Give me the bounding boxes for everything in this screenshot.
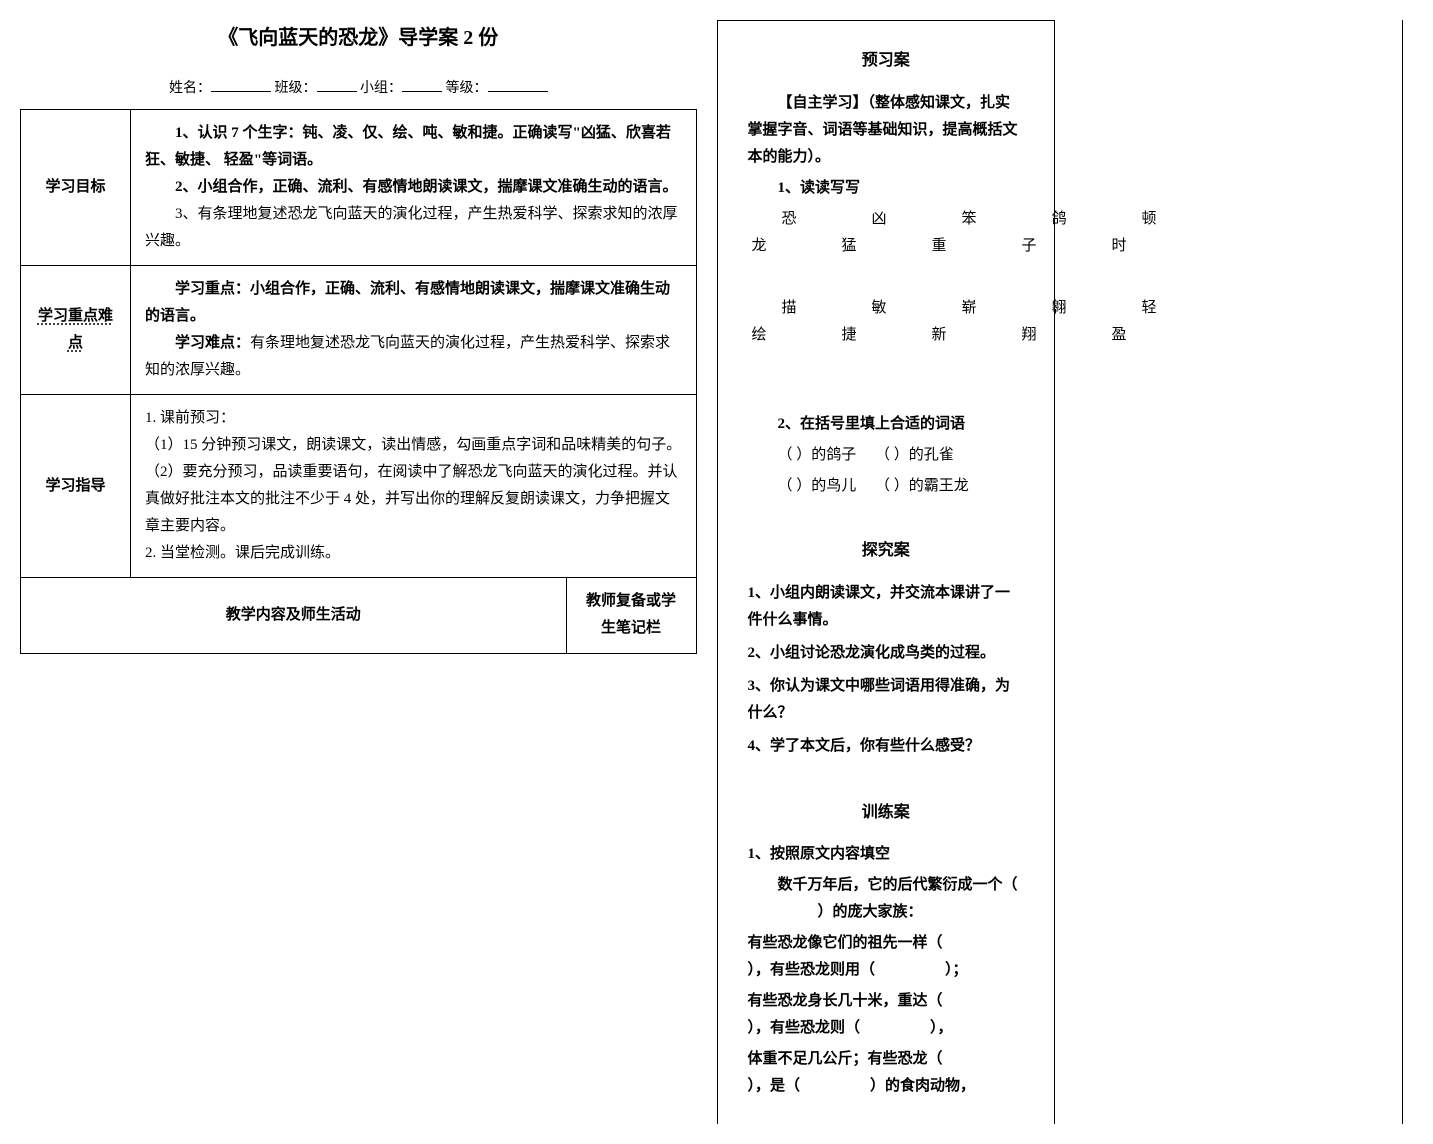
keypoint-content: 学习重点：小组合作，正确、流利、有感情地朗读课文，揣摩课文准确生动的语言。 学习… xyxy=(131,266,697,395)
train-h1: 1、按照原文内容填空 xyxy=(748,841,1025,868)
main-table: 学习目标 1、认识 7 个生字：钝、凌、仅、绘、吨、敏和捷。正确读写"凶猛、欣喜… xyxy=(20,109,697,654)
s2-title: 2、在括号里填上合适的词语 xyxy=(748,411,1025,438)
goal-p2: 2、小组合作，正确、流利、有感情地朗读课文，揣摩课文准确生动的语言。 xyxy=(145,174,682,201)
keypoint-label: 学习重点难点 xyxy=(21,266,131,395)
train-line2: 有些恐龙像它们的祖先一样（ ），有些恐龙则用（ ）； xyxy=(748,930,1025,984)
preview-title: 预习案 xyxy=(748,47,1025,76)
keypoint-h2-label: 学习难点： xyxy=(175,335,250,351)
bottom-right-line2: 生笔记栏 xyxy=(581,615,682,642)
s2-d: （ ）的霸王龙 xyxy=(875,478,969,494)
guide-p2: （1）15 分钟预习课文，朗读课文，读出情感，勾画重点字词和品味精美的句子。 xyxy=(145,432,682,459)
s1-title: 1、读读写写 xyxy=(748,175,1025,202)
explore-q3: 3、你认为课文中哪些词语用得准确，为什么？ xyxy=(748,673,1025,727)
goal-content: 1、认识 7 个生字：钝、凌、仅、绘、吨、敏和捷。正确读写"凶猛、欣喜若狂、敏捷… xyxy=(131,110,697,266)
word-2-5: 轻盈 xyxy=(1112,295,1162,349)
train-line3: 有些恐龙身长几十米，重达（ ），有些恐龙则（ ）， xyxy=(748,988,1025,1042)
s2-b: （ ）的孔雀 xyxy=(875,447,954,463)
class-label: 班级： xyxy=(275,81,317,96)
explore-q2: 2、小组讨论恐龙演化成鸟类的过程。 xyxy=(748,640,1025,667)
word-2-2: 敏捷 xyxy=(842,295,892,349)
word-2-3: 崭新 xyxy=(932,295,982,349)
train-line4: 体重不足几公斤；有些恐龙（ ），是（ ）的食肉动物， xyxy=(748,1046,1025,1100)
s2-c: （ ）的鸟儿 xyxy=(778,478,857,494)
group-blank xyxy=(402,78,442,92)
goal-p1: 1、认识 7 个生字：钝、凌、仅、绘、吨、敏和捷。正确读写"凶猛、欣喜若狂、敏捷… xyxy=(145,120,682,174)
train-l1a: 数千万年后，它的后代繁衍成一个（ xyxy=(778,877,1018,893)
left-column: 《飞向蓝天的恐龙》导学案 2 份 姓名： 班级： 小组： 等级： 学习目标 1、… xyxy=(20,20,717,1124)
goal-p3: 3、有条理地复述恐龙飞向蓝天的演化过程，产生热爱科学、探索求知的浓厚兴趣。 xyxy=(145,201,682,255)
preview-intro: 【自主学习】（整体感知课文，扎实掌握字音、词语等基础知识，提高概括文本的能力）。 xyxy=(748,90,1025,171)
guide-label: 学习指导 xyxy=(21,395,131,578)
document-title: 《飞向蓝天的恐龙》导学案 2 份 xyxy=(20,20,697,56)
grade-blank xyxy=(488,78,548,92)
guide-p4: 2. 当堂检测。课后完成训练。 xyxy=(145,540,682,567)
explore-title: 探究案 xyxy=(748,537,1025,566)
student-info-line: 姓名： 班级： 小组： 等级： xyxy=(20,76,697,101)
page-root: 《飞向蓝天的恐龙》导学案 2 份 姓名： 班级： 小组： 等级： 学习目标 1、… xyxy=(20,20,1413,1124)
row-goal: 学习目标 1、认识 7 个生字：钝、凌、仅、绘、吨、敏和捷。正确读写"凶猛、欣喜… xyxy=(21,110,697,266)
name-label: 姓名： xyxy=(169,81,211,96)
guide-p1: 1. 课前预习： xyxy=(145,405,682,432)
class-blank xyxy=(317,78,357,92)
word-1-3: 笨重 xyxy=(932,206,982,260)
goal-label: 学习目标 xyxy=(21,110,131,266)
bottom-right: 教师复备或学 生笔记栏 xyxy=(566,578,696,654)
guide-p3: （2）要充分预习，品读重要语句，在阅读中了解恐龙飞向蓝天的演化过程。并认真做好批… xyxy=(145,459,682,540)
word-2-1: 描绘 xyxy=(752,295,802,349)
train-l4c: ）的食肉动物， xyxy=(870,1078,975,1094)
name-blank xyxy=(211,78,271,92)
keypoint-h2: 学习难点：有条理地复述恐龙飞向蓝天的演化过程，产生热爱科学、探索求知的浓厚兴趣。 xyxy=(145,330,682,384)
explore-questions: 1、小组内朗读课文，并交流本课讲了一件什么事情。 2、小组讨论恐龙演化成鸟类的过… xyxy=(748,580,1025,760)
row-keypoint: 学习重点难点 学习重点：小组合作，正确、流利、有感情地朗读课文，揣摩课文准确生动… xyxy=(21,266,697,395)
train-l3a: 有些恐龙身长几十米，重达（ xyxy=(748,993,943,1009)
train-l4b: ），是（ xyxy=(748,1078,801,1094)
keypoint-h1: 学习重点：小组合作，正确、流利、有感情地朗读课文，揣摩课文准确生动的语言。 xyxy=(145,276,682,330)
train-l2a: 有些恐龙像它们的祖先一样（ xyxy=(748,935,943,951)
s2-line2: （ ）的鸟儿 （ ）的霸王龙 xyxy=(748,473,1025,500)
right-outer-border: 预习案 【自主学习】（整体感知课文，扎实掌握字音、词语等基础知识，提高概括文本的… xyxy=(717,20,1403,1124)
train-l4a: 体重不足几公斤；有些恐龙（ xyxy=(748,1051,943,1067)
word-1-5: 顿时 xyxy=(1112,206,1162,260)
train-l3b: ），有些恐龙则（ xyxy=(748,1020,861,1036)
train-line1: 数千万年后，它的后代繁衍成一个（ ）的庞大家族： xyxy=(748,872,1025,926)
keypoint-label-text: 学习重点难点 xyxy=(38,308,113,351)
word-row-2: 描绘 敏捷 崭新 翱翔 轻盈 xyxy=(752,295,1025,349)
train-title: 训练案 xyxy=(748,799,1025,828)
bottom-left: 教学内容及师生活动 xyxy=(21,578,567,654)
word-1-4: 鸽子 xyxy=(1022,206,1072,260)
explore-q4: 4、学了本文后，你有些什么感受？ xyxy=(748,733,1025,760)
right-column: 预习案 【自主学习】（整体感知课文，扎实掌握字音、词语等基础知识，提高概括文本的… xyxy=(717,20,1056,1124)
s2-a: （ ）的鸽子 xyxy=(778,447,857,463)
word-row-1: 恐龙 凶猛 笨重 鸽子 顿时 xyxy=(752,206,1025,260)
guide-content: 1. 课前预习： （1）15 分钟预习课文，朗读课文，读出情感，勾画重点字词和品… xyxy=(131,395,697,578)
train-l2c: ）； xyxy=(945,962,968,978)
word-2-4: 翱翔 xyxy=(1022,295,1072,349)
row-guide: 学习指导 1. 课前预习： （1）15 分钟预习课文，朗读课文，读出情感，勾画重… xyxy=(21,395,697,578)
explore-q1: 1、小组内朗读课文，并交流本课讲了一件什么事情。 xyxy=(748,580,1025,634)
word-1-2: 凶猛 xyxy=(842,206,892,260)
bottom-right-line1: 教师复备或学 xyxy=(581,588,682,615)
word-1-1: 恐龙 xyxy=(752,206,802,260)
train-l2b: ），有些恐龙则用（ xyxy=(748,962,876,978)
group-label: 小组： xyxy=(360,81,402,96)
train-l3c: ）， xyxy=(930,1020,953,1036)
s2-line1: （ ）的鸽子 （ ）的孔雀 xyxy=(748,442,1025,469)
train-l1b: ）的庞大家族： xyxy=(818,904,923,920)
grade-label: 等级： xyxy=(446,81,488,96)
row-bottom: 教学内容及师生活动 教师复备或学 生笔记栏 xyxy=(21,578,697,654)
